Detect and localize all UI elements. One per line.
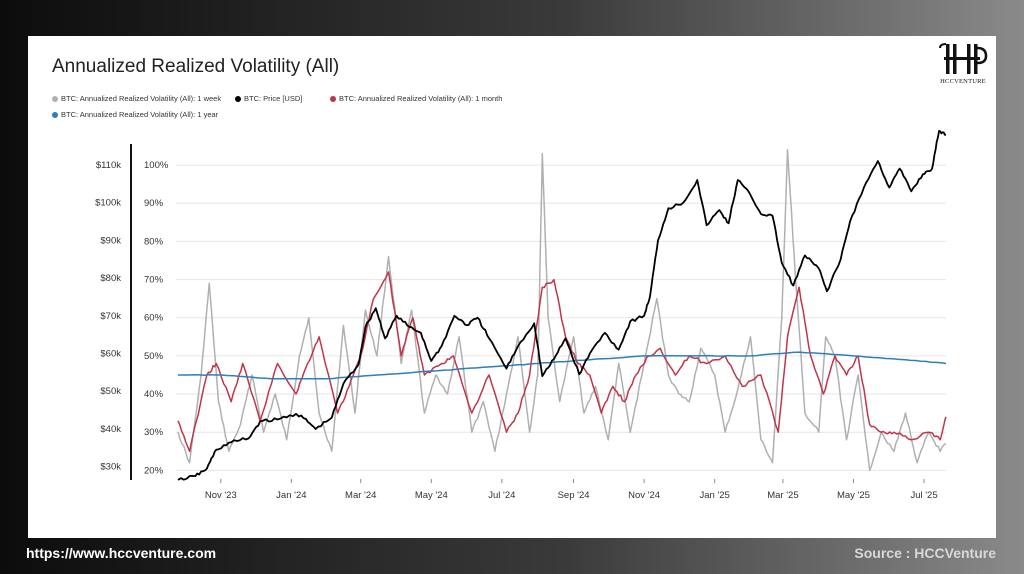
left-tick-label: $40k (100, 424, 121, 435)
left-tick-label: $50k (100, 386, 121, 397)
right-tick-label: 20% (144, 465, 164, 476)
x-tick-label: Jul '25 (910, 490, 937, 501)
chart-card: Annualized Realized Volatility (All) BTC… (28, 36, 996, 538)
right-tick-label: 90% (144, 198, 164, 209)
legend-swatch-price (235, 95, 241, 102)
legend-swatch-1-year (52, 111, 58, 118)
legend-label-1-month: BTC: Annualized Realized Volatility (All… (339, 94, 503, 103)
x-tick-label: Nov '24 (628, 490, 660, 501)
chart-title: Annualized Realized Volatility (All) (52, 56, 340, 77)
left-tick-label: $100k (95, 198, 121, 209)
right-tick-label: 30% (144, 427, 164, 438)
right-tick-label: 100% (144, 160, 169, 171)
right-y-axis: 20% 30% 40% 50% 60% 70% 80% 90% 100% (144, 160, 169, 476)
legend-item-1-month[interactable]: BTC: Annualized Realized Volatility (All… (330, 94, 502, 103)
left-tick-label: $30k (100, 462, 121, 473)
left-tick-label: $60k (100, 349, 121, 360)
right-tick-label: 80% (144, 236, 164, 247)
series-line-btc-annualized-realized-volatility-all-1-week (177, 149, 947, 472)
left-tick-label: $90k (100, 235, 121, 246)
legend-label-price: BTC: Price [USD] (244, 94, 303, 103)
logo-mark-icon (939, 43, 988, 74)
source-credit: Source : HCCVenture (854, 545, 996, 561)
x-tick-label: Nov '23 (205, 490, 237, 501)
legend-label-1-week: BTC: Annualized Realized Volatility (All… (61, 94, 222, 103)
legend-swatch-1-week (52, 95, 58, 102)
logo-text: HCCVENTURE (940, 78, 986, 85)
x-tick-label: May '24 (415, 490, 448, 501)
left-y-axis: $30k $40k $50k $60k $70k $80k $90k $100k $110k (95, 144, 132, 480)
legend-label-1-year: BTC: Annualized Realized Volatility (All… (61, 110, 219, 119)
legend-item-1-week[interactable]: BTC: Annualized Realized Volatility (All… (52, 94, 221, 103)
x-tick-label: Jan '24 (276, 490, 306, 501)
right-tick-label: 60% (144, 313, 164, 324)
x-tick-label: Jul '24 (488, 490, 515, 501)
right-tick-label: 70% (144, 275, 164, 286)
left-tick-label: $70k (100, 311, 121, 322)
x-tick-label: May '25 (837, 490, 870, 501)
x-tick-label: Sep '24 (558, 490, 590, 501)
legend-item-price[interactable]: BTC: Price [USD] (235, 94, 302, 103)
series-line-btc-annualized-realized-volatility-all-1-year (178, 351, 947, 380)
series-line-btc-price-usd (177, 130, 947, 481)
x-tick-label: Mar '24 (345, 490, 376, 501)
legend-item-1-year[interactable]: BTC: Annualized Realized Volatility (All… (52, 110, 218, 119)
right-tick-label: 50% (144, 351, 164, 362)
right-tick-label: 40% (144, 389, 164, 400)
x-tick-label: Jan '25 (700, 490, 730, 501)
website-url-link[interactable]: https://www.hccventure.com (26, 545, 217, 561)
left-tick-label: $80k (100, 273, 121, 284)
x-tick-label: Mar '25 (767, 490, 798, 501)
series-line-btc-annualized-realized-volatility-all-1-month (177, 271, 947, 453)
x-axis: Nov '23 Jan '24 Mar '24 May '24 Jul '24 Sep '… (205, 479, 938, 501)
left-tick-label: $110k (96, 160, 121, 171)
line-chart: $30k $40k $50k $60k $70k $80k $90k $100k $110k 2… (95, 130, 947, 501)
chart-series (177, 130, 947, 481)
legend-swatch-1-month (330, 95, 336, 102)
hccventure-logo: HCCVENTURE (936, 42, 990, 88)
